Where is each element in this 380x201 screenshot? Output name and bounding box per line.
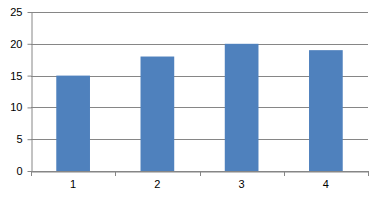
y-tick-label: 5 xyxy=(16,133,22,145)
y-tick-label: 15 xyxy=(10,70,22,82)
y-axis-line xyxy=(32,13,33,172)
y-tick-label: 25 xyxy=(10,6,22,18)
x-tick: 1 xyxy=(70,172,76,191)
x-tick: 4 xyxy=(323,172,329,191)
x-tick-label: 2 xyxy=(154,178,160,190)
y-tick-mark xyxy=(28,171,32,172)
y-axis: 0 5 10 15 20 25 xyxy=(10,6,32,177)
y-tick-mark xyxy=(28,12,32,13)
bars xyxy=(56,44,342,171)
grid xyxy=(31,13,368,172)
chart-svg: 0 5 10 15 20 25 1 2 3 4 xyxy=(0,0,380,201)
y-tick: 20 xyxy=(10,38,31,50)
bar xyxy=(225,44,259,171)
category-divider xyxy=(368,171,369,176)
grid-line xyxy=(31,12,368,13)
y-tick-label: 20 xyxy=(10,38,22,50)
y-tick: 0 xyxy=(16,165,31,177)
category-divider xyxy=(200,171,201,176)
x-tick-label: 1 xyxy=(70,178,76,190)
category-divider xyxy=(31,171,32,176)
category-divider xyxy=(115,171,116,176)
y-tick-mark xyxy=(28,107,32,108)
grid-line xyxy=(31,44,368,45)
y-tick-mark xyxy=(28,76,32,77)
bar xyxy=(141,57,175,171)
y-tick-label: 0 xyxy=(16,165,22,177)
bar xyxy=(56,76,90,171)
y-tick: 15 xyxy=(10,70,31,82)
x-axis: 1 2 3 4 xyxy=(32,172,369,191)
y-tick: 25 xyxy=(10,6,31,18)
chart-container: 0 5 10 15 20 25 1 2 3 4 xyxy=(0,0,380,201)
x-tick-label: 4 xyxy=(323,178,329,190)
y-tick-mark xyxy=(28,139,32,140)
y-tick-label: 10 xyxy=(10,101,22,113)
y-tick: 10 xyxy=(10,101,31,113)
x-tick: 3 xyxy=(239,172,245,191)
category-dividers xyxy=(32,171,369,176)
x-tick-label: 3 xyxy=(239,178,245,190)
y-tick: 5 xyxy=(16,133,31,145)
category-divider xyxy=(284,171,285,176)
bar xyxy=(309,50,343,171)
y-tick-mark xyxy=(28,44,32,45)
grid-line xyxy=(31,171,368,172)
x-tick: 2 xyxy=(154,172,160,191)
